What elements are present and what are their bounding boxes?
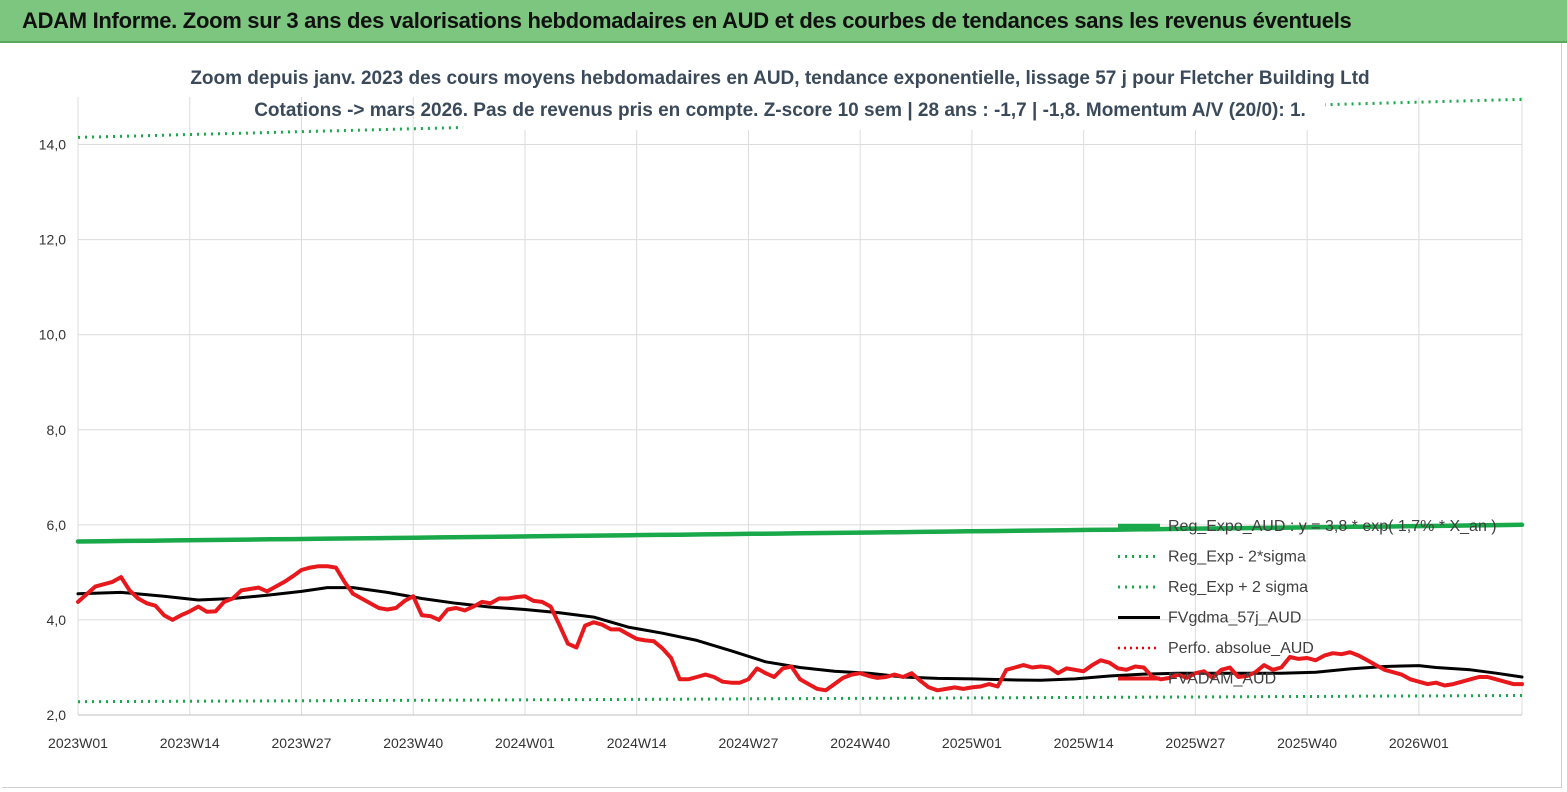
y-tick-label: 4,0 (47, 612, 67, 628)
legend-label: FVgdma_57j_AUD (1168, 610, 1301, 627)
y-tick-label: 14,0 (39, 137, 66, 153)
report-header: ADAM Informe. Zoom sur 3 ans des valoris… (0, 0, 1567, 43)
x-tick-label: 2025W14 (1054, 735, 1114, 751)
subtitle-backdrop (463, 64, 1325, 130)
x-tick-label: 2023W27 (272, 735, 332, 751)
x-axis: 2023W01 2023W14 2023W27 2023W40 2024W01 2024W… (48, 735, 1449, 751)
chart-subtitle: Cotations -> mars 2026. Pas de revenus p… (254, 100, 1306, 121)
x-tick-label: 2025W01 (942, 735, 1002, 751)
chart-title: Zoom depuis janv. 2023 des cours moyens … (190, 68, 1369, 89)
y-axis: 2,0 4,0 6,0 8,0 10,0 12,0 14,0 (39, 137, 66, 723)
series-fvgdma (76, 586, 1524, 682)
y-tick-label: 6,0 (47, 517, 67, 533)
x-tick-label: 2023W14 (160, 735, 220, 751)
chart-grid (77, 97, 1523, 716)
y-tick-label: 8,0 (47, 422, 67, 438)
legend-label: Reg_Exp + 2 sigma (1168, 579, 1308, 596)
x-tick-label: 2025W27 (1165, 735, 1225, 751)
x-tick-label: 2024W27 (718, 735, 778, 751)
report-title: ADAM Informe. Zoom sur 3 ans des valoris… (22, 8, 1352, 33)
series-sigma_low (77, 694, 1523, 704)
x-tick-label: 2023W01 (48, 735, 108, 751)
x-tick-label: 2024W14 (607, 735, 667, 751)
y-tick-label: 2,0 (47, 707, 67, 723)
y-tick-label: 12,0 (39, 232, 66, 248)
series-layer (75, 64, 1525, 704)
x-tick-label: 2024W01 (495, 735, 555, 751)
x-tick-label: 2026W01 (1389, 735, 1449, 751)
y-tick-label: 10,0 (39, 327, 66, 343)
x-tick-label: 2025W40 (1277, 735, 1337, 751)
series-fvadam (76, 564, 1524, 693)
legend: Reg_Expo_AUD : y = 3,8 * exp( 1,7% * X_a… (1118, 518, 1497, 688)
series-regexpo (75, 522, 1525, 544)
legend-label: Perfo. absolue_AUD (1168, 640, 1314, 657)
legend-label: Reg_Expo_AUD : y = 3,8 * exp( 1,7% * X_a… (1168, 518, 1497, 535)
chart-frame (2, 43, 1562, 788)
legend-label: FVADAM_AUD (1168, 671, 1276, 688)
legend-label: Reg_Exp - 2*sigma (1168, 549, 1306, 566)
x-tick-label: 2023W40 (383, 735, 443, 751)
x-tick-label: 2024W40 (830, 735, 890, 751)
